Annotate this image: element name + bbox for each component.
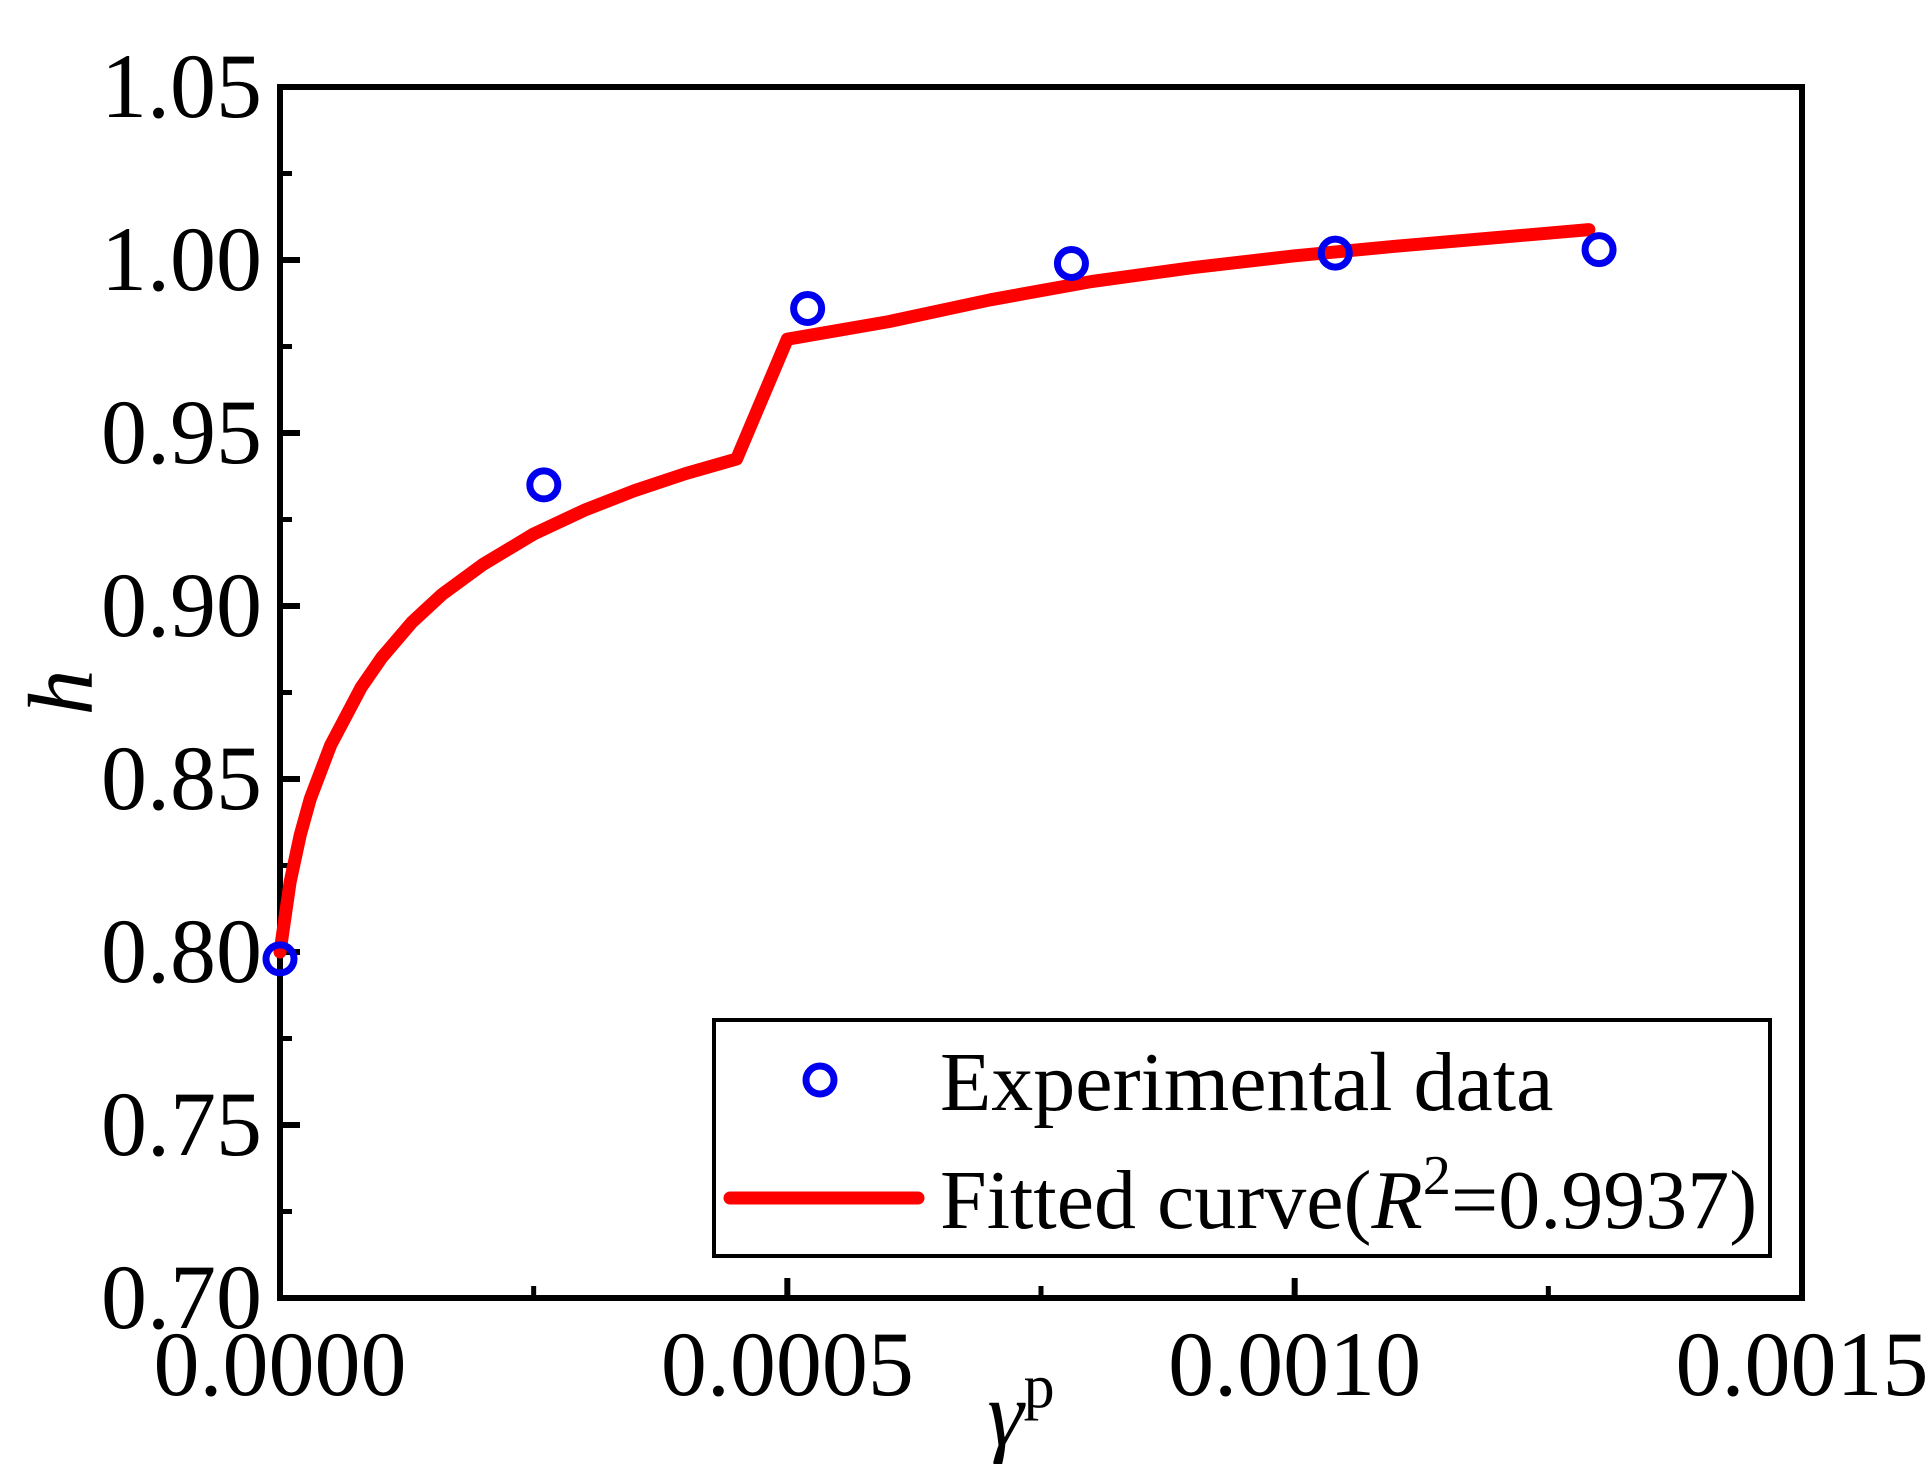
axes: 0.70 0.75 0.80 0.85 0.90 0.95 1.00 1.05 0.0000 0.…: [10, 35, 1929, 1464]
x-axis-title: γp: [987, 1353, 1054, 1464]
legend-label-experimental: Experimental data: [940, 1036, 1553, 1129]
x-axis-title-superscript: p: [1024, 1353, 1055, 1421]
experimental-data-point: [1053, 245, 1089, 281]
experimental-data-point: [526, 467, 562, 503]
x-tick-label: 0.0010: [1168, 1313, 1421, 1415]
data-points-layer: [262, 232, 1617, 977]
x-axis-title-symbol: γ: [987, 1363, 1026, 1464]
y-tick-label: 0.95: [101, 381, 262, 483]
legend-fitted-sup: 2: [1423, 1145, 1451, 1207]
y-tick-label: 0.85: [101, 727, 262, 829]
experimental-data-point: [1581, 232, 1617, 268]
legend-fitted-suffix: =0.9937): [1451, 1154, 1757, 1247]
experimental-data-point: [790, 290, 826, 326]
y-tick-label: 0.80: [101, 900, 262, 1002]
legend: Experimental data Fitted curve(R2=0.9937): [712, 1018, 1772, 1258]
legend-marker-experimental: [802, 1062, 838, 1098]
legend-box: [712, 1018, 1772, 1258]
y-tick-label: 0.70: [101, 1246, 262, 1348]
y-tick-label: 1.05: [101, 35, 262, 137]
x-tick-label: 0.0005: [661, 1313, 914, 1415]
y-tick-label: 1.00: [101, 208, 262, 310]
experimental-data-point: [1317, 235, 1353, 271]
x-tick-label: 0.0015: [1676, 1313, 1929, 1415]
fitted-curve: [273, 223, 1596, 959]
legend-label-fitted: Fitted curve(R2=0.9937): [940, 1145, 1757, 1247]
y-tick-label: 0.75: [101, 1073, 262, 1175]
experimental-data-point: [262, 941, 298, 977]
x-tick-label: 0.0000: [154, 1313, 407, 1415]
y-axis-title: h: [10, 670, 112, 716]
fitted-curve-layer: [273, 223, 1596, 959]
y-tick-label: 0.90: [101, 554, 262, 656]
legend-fitted-r: R: [1371, 1154, 1423, 1247]
legend-fitted-prefix: Fitted curve(: [940, 1154, 1372, 1247]
